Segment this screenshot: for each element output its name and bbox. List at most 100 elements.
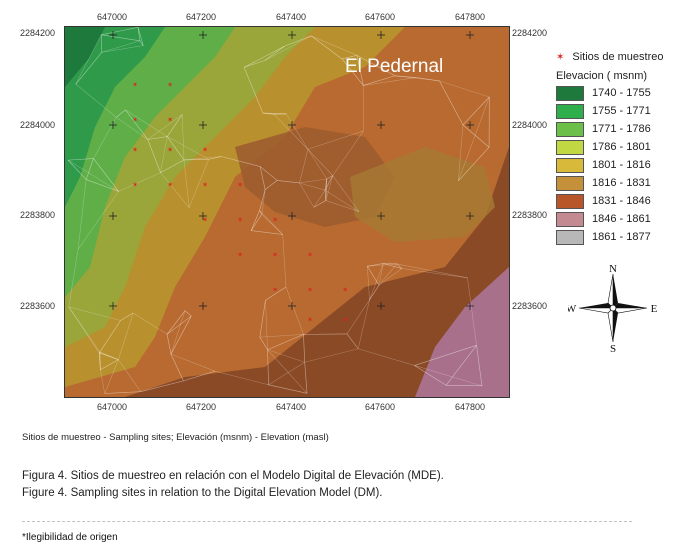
tin-edge [357, 299, 370, 349]
tin-edge [259, 210, 263, 215]
tin-edge [341, 58, 364, 86]
tin-edge [98, 352, 101, 370]
compass-s: S [610, 343, 616, 354]
tin-edge [184, 310, 192, 317]
tin-edge [313, 190, 326, 208]
tin-edge [303, 334, 306, 363]
legend-elevation-title: Elevacion ( msnm) [556, 70, 648, 82]
tin-edge [104, 359, 119, 394]
tin-edge [299, 182, 326, 191]
compass-w: W [568, 303, 577, 315]
grid-cross [109, 31, 117, 39]
tin-edge [299, 178, 327, 184]
tin-edge [208, 156, 222, 160]
tin-edge [68, 158, 94, 161]
tin-edge [383, 263, 403, 269]
sampling-site-marker: ✶ [132, 181, 138, 189]
tin-edge [262, 112, 287, 115]
legend-class-label: 1861 - 1877 [592, 231, 651, 243]
sampling-site-marker: ✶ [272, 251, 278, 259]
legend-class-label: 1816 - 1831 [592, 177, 651, 189]
tin-edge [243, 67, 264, 114]
sampling-site-marker: ✶ [167, 81, 173, 89]
tin-edge [137, 27, 144, 46]
tin-edge [369, 263, 384, 300]
legend-sites-label: Sitios de muestreo [572, 51, 664, 63]
tin-edge [147, 114, 183, 140]
source-note: *Ilegibilidad de origen [22, 532, 118, 543]
tin-edge [85, 158, 94, 180]
sampling-sites: ✶ ✶ ✶ ✶ ✶ ✶ ✶ ✶ ✶ ✶ ✶ ✶ ✶ ✶ ✶ ✶ ✶ ✶ ✶ ✶ ✶ ✶ [132, 81, 348, 324]
tin-edge [104, 391, 141, 394]
tin-edge [446, 384, 482, 387]
tin-edge [378, 263, 398, 286]
legend-swatch [556, 140, 584, 155]
tin-edge [311, 35, 343, 60]
tin-edge [304, 362, 308, 394]
tin-edge [367, 266, 380, 286]
y-tick-right-2284000: 2284000 [512, 120, 548, 130]
x-tick-bottom-647000: 647000 [97, 402, 128, 412]
tin-edge [262, 112, 275, 115]
tin-edge [170, 354, 184, 382]
tin-edge [462, 96, 490, 126]
y-tick-left-2283600: 2283600 [20, 301, 56, 311]
tin-edge [251, 230, 283, 235]
tin-edge [445, 345, 477, 386]
tin-edge [188, 159, 209, 208]
tin-edge [160, 159, 185, 173]
grid-cross [199, 302, 207, 310]
grid-cross [377, 31, 385, 39]
tin-edge [458, 96, 490, 181]
sampling-site-marker: ✶ [202, 216, 208, 224]
sampling-site-marker: ✶ [202, 181, 208, 189]
tin-edge [99, 352, 119, 360]
tin-edge [446, 384, 482, 387]
tin-edge [445, 345, 477, 386]
legend-swatch [556, 230, 584, 245]
tin-edge [259, 300, 266, 338]
elevation-map-canvas: ✶ ✶ ✶ ✶ ✶ ✶ ✶ ✶ ✶ ✶ ✶ ✶ ✶ ✶ ✶ ✶ ✶ ✶ ✶ ✶ ✶ ✶ [65, 27, 509, 397]
tin-edge [101, 40, 140, 53]
compass-rose: N S W E [566, 262, 658, 355]
tin-edge [462, 124, 490, 148]
tin-edge [170, 353, 216, 372]
tin-edge [166, 334, 172, 355]
tin-edge [299, 182, 315, 208]
tin-edge [125, 109, 148, 140]
tin-edge [77, 191, 119, 250]
tin-edge [286, 113, 309, 150]
grid-cross [377, 302, 385, 310]
tin-edge [93, 158, 119, 192]
tin-edge [259, 166, 266, 190]
legend-class-label: 1771 - 1786 [592, 123, 651, 135]
tin-edge [284, 35, 312, 47]
tin-edge [467, 277, 477, 346]
x-tick-top-647600: 647600 [365, 12, 396, 22]
tin-edge [356, 55, 396, 77]
tin-edge [167, 114, 183, 137]
tin-edge [363, 75, 395, 86]
sampling-site-marker: ✶ [272, 216, 278, 224]
tin-edge [311, 35, 358, 56]
tin-edge [167, 136, 185, 161]
tin-edge [170, 354, 184, 382]
tin-edge [458, 124, 464, 181]
tin-edge [125, 109, 168, 137]
legend-swatch [556, 212, 584, 227]
y-tick-right-2284200: 2284200 [512, 28, 548, 38]
tin-edge [166, 315, 192, 335]
sampling-site-marker: ✶ [167, 181, 173, 189]
tin-edge [476, 345, 483, 386]
legend-swatch [556, 122, 584, 137]
tin-edge [99, 320, 121, 353]
tin-edge [265, 286, 287, 301]
legend-class-row: 1771 - 1786 [556, 121, 671, 138]
tin-edge [396, 263, 403, 269]
tin-edge [346, 333, 359, 349]
tin-edge [93, 117, 117, 159]
tin-edge [326, 175, 333, 180]
tin-edge [476, 345, 483, 386]
tin-edge [259, 189, 266, 211]
tin-edge [396, 263, 468, 279]
